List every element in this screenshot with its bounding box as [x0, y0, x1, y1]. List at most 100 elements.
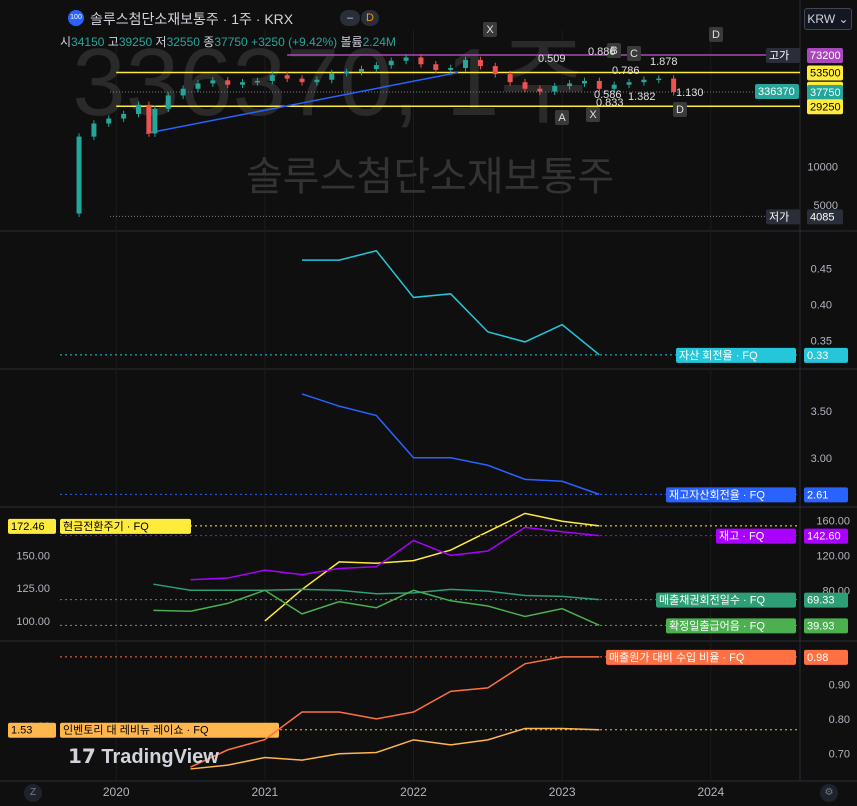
open-label: 시 [60, 35, 72, 49]
symbol-title[interactable]: 솔루스첨단소재보통주 · 1주 · KRX [90, 11, 294, 27]
series-name-tag: 매출원가 대비 수입 비율 · FQ [609, 651, 745, 664]
price-candle [180, 88, 186, 96]
series-name-tag: 매출채권회전일수 · FQ [659, 593, 765, 607]
ohlc-legend: 시34150 고39250 저32550 종37750 +3250 (+9.42… [60, 33, 396, 50]
right-axis-last-value: 2.61 [807, 489, 828, 501]
left-axis-last-value: 172.46 [11, 521, 45, 533]
right-axis-tick: 3.50 [811, 406, 832, 418]
right-axis-last-value-bg [804, 347, 848, 363]
right-axis-last-value-bg [804, 528, 848, 544]
price-candle [240, 82, 246, 85]
pattern-point-label: D [676, 104, 684, 116]
currency-label: KRW [807, 12, 836, 26]
left-axis-last-value-bg [8, 518, 56, 534]
price-candle [344, 71, 350, 74]
right-axis-tick: 120.00 [816, 550, 850, 562]
series-name-tag-bg [60, 722, 279, 738]
pattern-point-label: X [589, 109, 597, 121]
price-candle [403, 57, 409, 61]
right-axis-tick: 160.00 [816, 515, 850, 527]
x-tick-label: 2023 [549, 785, 576, 799]
series-line [153, 583, 600, 601]
price-candle [463, 59, 469, 68]
left-axis-last-value-bg [8, 722, 56, 738]
ratio-label: 0.886 [588, 46, 616, 58]
price-candle [254, 80, 260, 83]
price-axis-value: 29250 [810, 101, 841, 113]
price-candle [522, 82, 528, 89]
ratio-label: 1.130 [676, 87, 704, 99]
right-axis-tick: 0.40 [811, 300, 832, 312]
settings-gear-icon[interactable]: ⚙ [820, 784, 838, 802]
pattern-point-bg [607, 43, 621, 58]
series-name-tag-bg [666, 487, 796, 503]
series-name-tag: 재고자산회전율 · FQ [669, 488, 765, 501]
currency-select[interactable]: KRW ⌄ [804, 8, 852, 30]
pattern-point-bg [483, 22, 497, 37]
minus-icon[interactable]: – [340, 10, 360, 26]
series-name-tag-bg [676, 347, 796, 363]
price-candle [448, 67, 454, 70]
price-axis-name-bg [766, 47, 800, 63]
price-axis-value: 4085 [810, 211, 834, 223]
x-tick-label: 2021 [252, 785, 279, 799]
price-candle [225, 80, 231, 85]
price-candle [146, 104, 152, 134]
price-axis-value: 73200 [810, 50, 841, 62]
ratio-label: 1.382 [628, 91, 656, 103]
watermark-number: 336370, 1주 [72, 29, 587, 136]
right-axis-tick: 0.45 [811, 264, 832, 276]
price-axis-value: 336370 [758, 86, 795, 98]
price-candle [358, 68, 364, 72]
series-line [190, 656, 600, 768]
right-axis-last-value: 0.33 [807, 350, 828, 362]
low-label: 저 [155, 35, 167, 49]
right-axis-last-value-bg [804, 592, 848, 608]
price-axis-value-bg [807, 65, 843, 81]
price-axis-name: 고가 [769, 49, 789, 62]
price-axis-value-bg [807, 209, 843, 225]
price-candle [195, 83, 201, 89]
right-axis-last-value: 142.60 [807, 531, 841, 543]
price-candle [210, 80, 216, 84]
series-name-tag: 현금전환주기 · FQ [63, 520, 149, 533]
ratio-label: 0.786 [612, 65, 640, 77]
right-axis-last-value: 69.33 [807, 595, 835, 607]
tradingview-logo-icon: 𝟭𝟳 [68, 746, 96, 768]
left-axis-tick: 100.00 [16, 616, 50, 628]
right-axis-tick: 0.80 [829, 714, 850, 726]
series-line [264, 512, 600, 622]
right-axis-last-value: 0.98 [807, 652, 828, 664]
timezone-icon[interactable]: Z [24, 784, 42, 802]
price-candle [284, 75, 290, 79]
price-candle [76, 136, 82, 214]
pattern-point-bg [673, 102, 687, 117]
left-axis-last-value: 1.53 [11, 725, 32, 737]
ratio-label: 0.586 [594, 89, 622, 101]
x-tick-label: 2024 [697, 785, 724, 799]
price-candle [671, 78, 677, 93]
price-candle [656, 78, 662, 81]
price-candle [152, 108, 158, 134]
price-candle [314, 79, 320, 83]
price-candle [299, 78, 305, 83]
price-candle [581, 80, 587, 84]
price-candle [433, 64, 439, 70]
series-line [301, 393, 600, 496]
price-axis-tick: 10000 [807, 161, 838, 173]
ratio-label: 0.833 [596, 97, 624, 109]
series-name-tag-bg [60, 518, 191, 534]
volume-value: 2.24M [362, 35, 396, 49]
price-axis-tick: 5000 [814, 200, 838, 212]
series-name-tag-bg [656, 592, 796, 608]
x-tick-label: 2022 [400, 785, 427, 799]
left-axis-tick: 150.00 [16, 550, 50, 562]
series-name-tag: 인벤토리 대 레비뉴 레이쇼 · FQ [63, 724, 209, 737]
price-candle [91, 123, 97, 137]
pattern-point-label: B [610, 45, 617, 57]
price-axis-value-bg [807, 85, 843, 101]
price-candle [418, 57, 424, 65]
high-value: 39250 [118, 35, 153, 49]
pattern-point-label: D [712, 29, 720, 41]
series-line [302, 249, 600, 356]
